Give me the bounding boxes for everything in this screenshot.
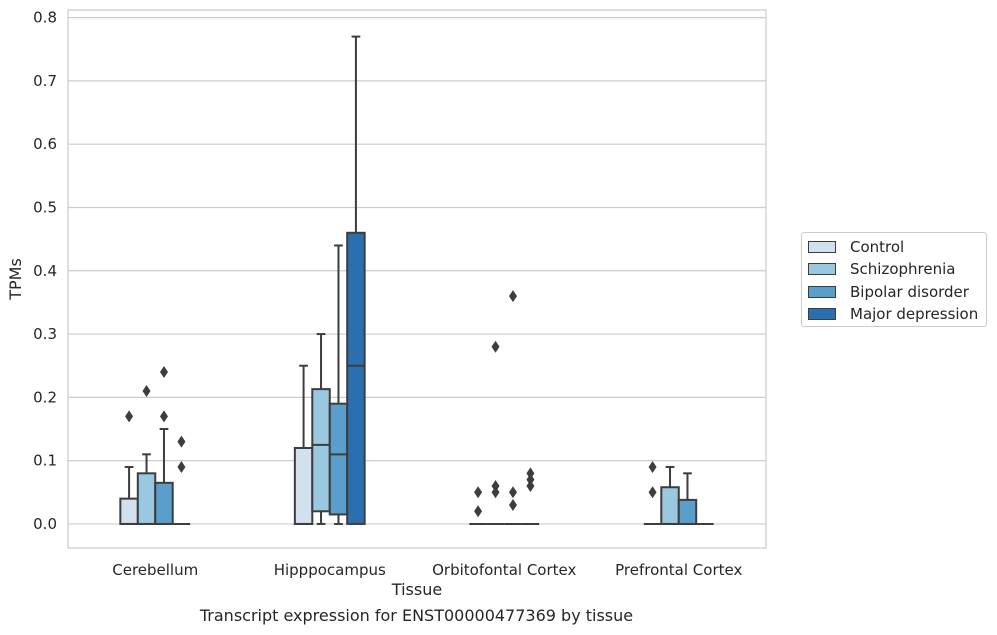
legend-item-bipolar-disorder: Bipolar disorder	[808, 282, 969, 302]
legend-item-schizophrenia: Schizophrenia	[808, 259, 955, 279]
outlier-point	[177, 460, 186, 473]
legend-swatch-schizophrenia	[808, 263, 836, 275]
box	[136, 472, 157, 525]
box	[119, 497, 139, 525]
box-group	[504, 290, 522, 525]
box-group	[660, 465, 680, 525]
outlier-point	[508, 486, 517, 499]
x-tick-label: Prefrontal Cortex	[615, 561, 742, 579]
box	[154, 481, 174, 525]
outlier-point	[508, 498, 517, 511]
outlier-point	[491, 340, 500, 353]
chart-caption: Transcript expression for ENST0000047736…	[199, 606, 634, 625]
box-group	[521, 467, 540, 525]
x-tick-label: Hipppocampus	[274, 561, 386, 579]
y-tick-label: 0.3	[33, 325, 57, 343]
y-tick-label: 0.5	[33, 198, 57, 216]
legend-label: Major depression	[850, 305, 979, 323]
box-group	[346, 35, 366, 525]
box-group	[293, 364, 314, 525]
outlier-point	[125, 410, 134, 423]
y-tick-label: 0.7	[33, 72, 57, 90]
x-tick-labels: Cerebellum Hipppocampus Orbitofontal Corte…	[112, 561, 742, 579]
box-group	[172, 435, 191, 525]
legend-swatch-major-depression	[808, 308, 836, 320]
box	[293, 446, 314, 525]
outlier-point	[491, 486, 500, 499]
legend-swatch-bipolar-disorder	[808, 286, 836, 298]
box	[677, 498, 698, 525]
box	[346, 231, 366, 525]
y-tick-label: 0.8	[33, 9, 57, 27]
y-tick-label: 0.0	[33, 515, 57, 533]
y-tick-label: 0.4	[33, 262, 57, 280]
outlier-point	[474, 486, 483, 499]
legend-label: Bipolar disorder	[850, 283, 969, 301]
outlier-point	[648, 460, 657, 473]
outlier-point	[508, 290, 517, 303]
y-tick-labels: 0.0 0.1 0.2 0.3 0.4 0.5 0.6 0.7 0.8	[33, 9, 57, 533]
outlier-point	[526, 479, 535, 492]
outlier-point	[491, 479, 500, 492]
outlier-point	[648, 486, 657, 499]
outlier-point	[142, 385, 151, 398]
legend-swatch-control	[808, 241, 836, 253]
legend-item-major-depression: Major depression	[808, 304, 978, 324]
box-group	[311, 333, 331, 525]
box	[311, 388, 331, 513]
grid-lines	[68, 16, 766, 525]
x-axis-label: Tissue	[391, 580, 442, 599]
outlier-point	[159, 366, 168, 379]
x-tick-label: Orbitofontal Cortex	[432, 561, 576, 579]
box-group	[328, 244, 349, 525]
box	[328, 402, 349, 516]
box-group	[469, 486, 487, 525]
legend-item-control: Control	[808, 237, 904, 257]
boxes	[119, 35, 714, 525]
plot-frame	[67, 9, 767, 549]
outlier-point	[526, 473, 535, 486]
box-group	[119, 410, 139, 525]
outlier-point	[177, 435, 186, 448]
box-group	[643, 460, 662, 525]
y-tick-label: 0.2	[33, 388, 57, 406]
y-tick-label: 0.6	[33, 135, 57, 153]
legend: Control Schizophrenia Bipolar disorder M…	[801, 232, 987, 327]
outlier-point	[526, 467, 535, 480]
box	[660, 486, 680, 525]
box-group	[486, 340, 505, 525]
legend-label: Control	[850, 238, 905, 256]
y-axis-label: TPMs	[6, 258, 25, 301]
box-group	[136, 385, 157, 525]
outlier-point	[474, 505, 483, 518]
box-group	[677, 472, 698, 525]
legend-label: Schizophrenia	[850, 260, 956, 278]
x-tick-label: Cerebellum	[112, 561, 198, 579]
outlier-point	[159, 410, 168, 423]
y-tick-label: 0.1	[33, 452, 57, 470]
box-group	[154, 366, 174, 525]
